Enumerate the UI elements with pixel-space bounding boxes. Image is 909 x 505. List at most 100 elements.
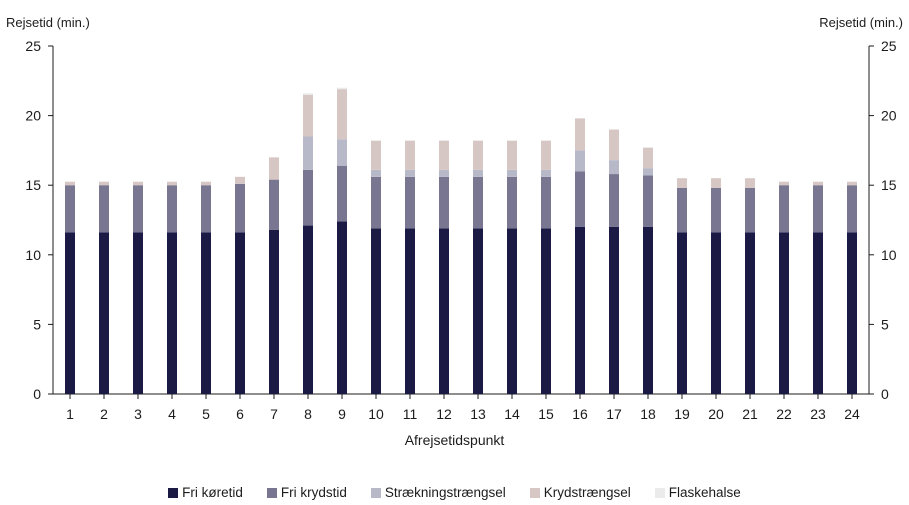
x-tick-label: 22 [776, 406, 792, 422]
bar-segment-fri-koeretid [167, 232, 177, 394]
legend-swatch [266, 487, 277, 498]
bar-segment-fri-koeretid [337, 221, 347, 394]
x-tick-label: 5 [202, 406, 210, 422]
x-tick-label: 19 [674, 406, 690, 422]
y-tick-label-left: 15 [25, 177, 41, 193]
bar-segment-fri-koeretid [847, 232, 857, 394]
bar-segment-straekningstraengsel [371, 169, 381, 177]
bar-segment-krydstraengsel [439, 140, 449, 170]
bar-segment-fri-koeretid [303, 225, 313, 394]
bar-segment-fri-koeretid [609, 226, 619, 394]
y-tick-label-right: 25 [881, 38, 897, 54]
bar-segment-krydstraengsel [643, 147, 653, 169]
bar-segment-krydstraengsel [167, 181, 177, 186]
y-tick-label-left: 25 [25, 38, 41, 54]
y-axis-title-left: Rejsetid (min.) [6, 15, 90, 30]
bar-segment-flaskehalse [303, 93, 313, 95]
y-tick-label-right: 15 [881, 177, 897, 193]
bar-segment-fri-koeretid [65, 232, 75, 394]
y-tick-label-left: 10 [25, 247, 41, 263]
y-tick-label-left: 5 [33, 316, 41, 332]
x-tick-label: 8 [304, 406, 312, 422]
y-tick-label-right: 10 [881, 247, 897, 263]
x-tick-label: 9 [338, 406, 346, 422]
y-tick-label-left: 0 [33, 386, 41, 402]
legend-label: Fri køretid [182, 485, 243, 500]
legend-swatch [168, 487, 179, 498]
bar-segment-straekningstraengsel [337, 139, 347, 166]
bar-segment-krydstraengsel [541, 140, 551, 170]
x-tick-label: 6 [236, 406, 244, 422]
bar-segment-krydstraengsel [337, 89, 347, 140]
legend-swatch [654, 487, 665, 498]
x-tick-label: 1 [66, 406, 74, 422]
legend: Fri køretid Fri krydstid Strækningstrængse… [0, 485, 909, 500]
bar-segment-fri-krydstid [813, 185, 823, 233]
legend-item: Fri krydstid [266, 485, 347, 500]
bar-segment-fri-krydstid [133, 185, 143, 233]
bar-segment-fri-krydstid [643, 175, 653, 227]
bar-segment-fri-krydstid [779, 185, 789, 233]
bar-segment-fri-krydstid [677, 187, 687, 233]
x-tick-label: 20 [708, 406, 724, 422]
bar-segment-fri-koeretid [133, 232, 143, 394]
bar-segment-fri-koeretid [439, 228, 449, 394]
bar-segment-krydstraengsel [609, 129, 619, 161]
bar-segment-krydstraengsel [405, 140, 415, 170]
y-axis-title-right: Rejsetid (min.) [819, 15, 903, 30]
bar-segment-fri-krydstid [65, 185, 75, 233]
bar-segment-straekningstraengsel [439, 169, 449, 177]
legend-item: Strækningstrængsel [370, 485, 506, 500]
bar-segment-krydstraengsel [269, 157, 279, 180]
bar-segment-krydstraengsel [711, 178, 721, 188]
bar-segment-fri-krydstid [507, 176, 517, 229]
legend-label: Krydstrængsel [543, 485, 631, 500]
legend-item: Krydstrængsel [529, 485, 631, 500]
bar-segment-fri-koeretid [201, 232, 211, 394]
bar-segment-fri-krydstid [473, 176, 483, 229]
y-tick-label-left: 20 [25, 108, 41, 124]
bar-segment-straekningstraengsel [643, 168, 653, 176]
legend-swatch [370, 487, 381, 498]
bar-segment-fri-koeretid [235, 232, 245, 394]
bar-segment-straekningstraengsel [303, 136, 313, 170]
bar-segment-straekningstraengsel [507, 169, 517, 177]
bar-segment-krydstraengsel [847, 181, 857, 186]
bar-segment-fri-koeretid [643, 226, 653, 394]
y-tick-label-right: 5 [881, 316, 889, 332]
bar-segment-krydstraengsel [303, 94, 313, 137]
bar-segment-krydstraengsel [201, 181, 211, 186]
x-tick-label: 12 [436, 406, 452, 422]
bar-segment-krydstraengsel [677, 178, 687, 188]
bar-segment-fri-koeretid [541, 228, 551, 394]
x-tick-label: 13 [470, 406, 486, 422]
x-tick-label: 23 [810, 406, 826, 422]
bar-segment-fri-krydstid [439, 176, 449, 229]
y-tick-label-right: 20 [881, 108, 897, 124]
bar-segment-straekningstraengsel [609, 160, 619, 175]
bar-segment-fri-koeretid [473, 228, 483, 394]
bar-segment-straekningstraengsel [473, 169, 483, 177]
bar-segment-fri-krydstid [99, 185, 109, 233]
legend-label: Strækningstrængsel [384, 485, 506, 500]
bar-segment-fri-koeretid [99, 232, 109, 394]
bar-segment-krydstraengsel [745, 178, 755, 188]
bar-segment-fri-krydstid [541, 176, 551, 229]
y-tick-label-right: 0 [881, 386, 889, 402]
x-tick-label: 3 [134, 406, 142, 422]
x-tick-label: 10 [368, 406, 384, 422]
x-tick-label: 14 [504, 406, 520, 422]
bar-segment-fri-krydstid [235, 183, 245, 233]
bar-segment-fri-krydstid [269, 179, 279, 230]
x-tick-label: 21 [742, 406, 758, 422]
legend-label: Flaskehalse [668, 485, 741, 500]
legend-item: Flaskehalse [654, 485, 741, 500]
bar-segment-fri-krydstid [303, 169, 313, 226]
x-tick-label: 17 [606, 406, 622, 422]
x-tick-label: 11 [403, 406, 418, 422]
bar-segment-fri-koeretid [575, 226, 585, 394]
bar-segment-fri-koeretid [371, 228, 381, 394]
bar-segment-fri-koeretid [779, 232, 789, 394]
bar-segment-fri-koeretid [405, 228, 415, 394]
